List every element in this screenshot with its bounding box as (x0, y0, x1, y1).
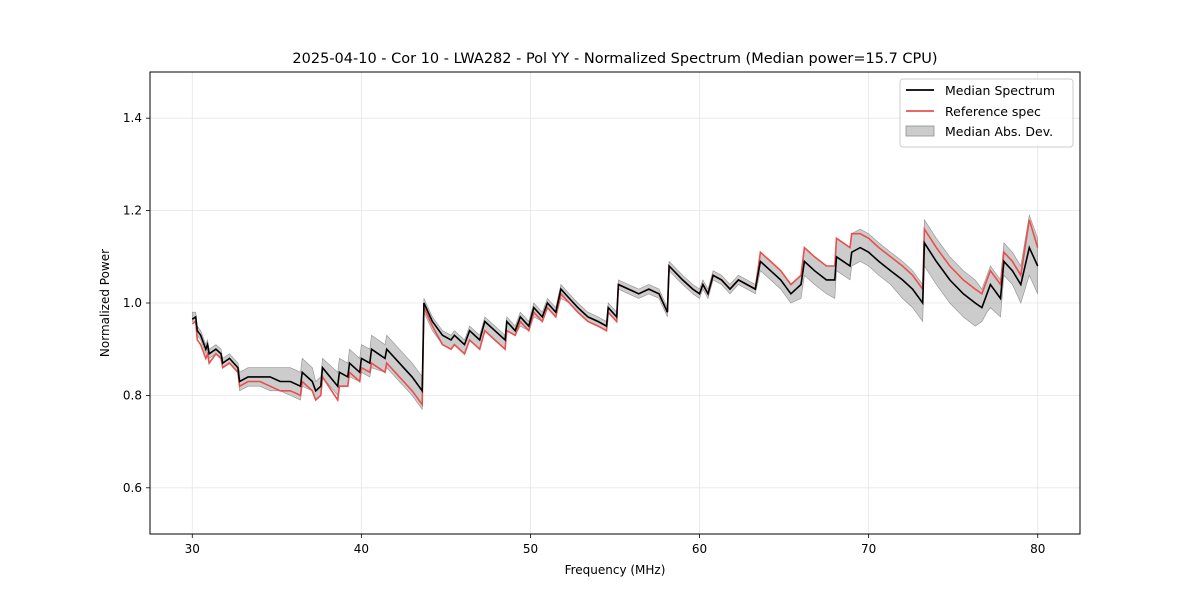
axis-ticks: 30 40 50 60 70 80 0.6 0.8 1.0 1.2 1.4 (123, 111, 1045, 556)
legend: Median Spectrum Reference spec Median Ab… (899, 78, 1074, 148)
x-tick-label: 60 (692, 542, 707, 556)
y-tick-label: 1.0 (123, 296, 142, 310)
y-axis-label: Normalized Power (98, 249, 112, 357)
x-tick-label: 30 (185, 542, 200, 556)
x-tick-label: 80 (1030, 542, 1045, 556)
y-tick-label: 1.4 (123, 111, 142, 125)
reference-spec-line (191, 219, 1039, 407)
y-tick-label: 1.2 (123, 204, 142, 218)
y-tick-label: 0.6 (123, 481, 142, 495)
series-layer (191, 219, 1039, 407)
legend-mad-label: Median Abs. Dev. (945, 124, 1053, 139)
legend-mad-swatch (905, 125, 935, 137)
y-tick-label: 0.8 (123, 388, 142, 402)
legend-box (899, 78, 1074, 148)
x-tick-label: 70 (861, 542, 876, 556)
legend-median-label: Median Spectrum (945, 83, 1055, 98)
x-tick-label: 50 (523, 542, 538, 556)
chart-title: 2025-04-10 - Cor 10 - LWA282 - Pol YY - … (292, 51, 937, 67)
median-spectrum-line (191, 240, 1039, 394)
x-axis-label: Frequency (MHz) (565, 563, 666, 577)
x-tick-label: 40 (354, 542, 369, 556)
legend-reference-label: Reference spec (945, 104, 1041, 119)
